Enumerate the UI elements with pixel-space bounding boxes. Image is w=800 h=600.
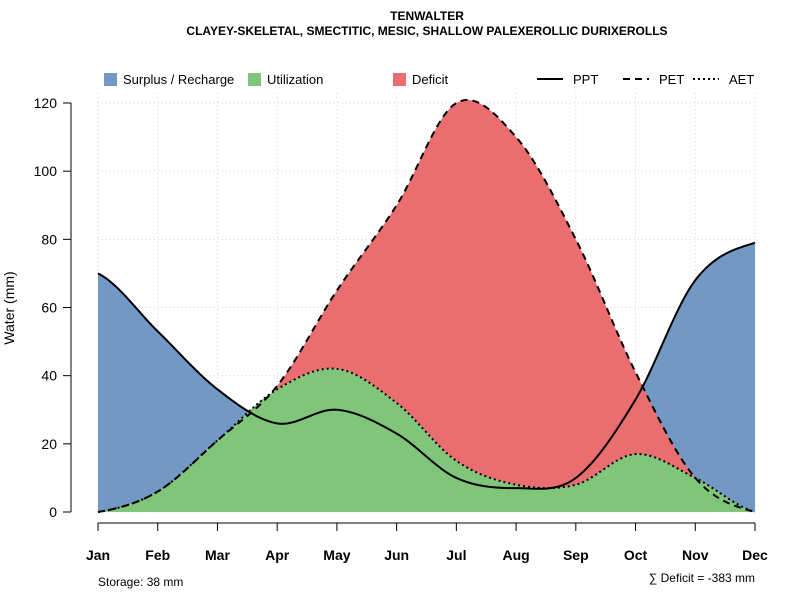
y-axis-label: Water (mm) xyxy=(1,271,17,344)
legend-label: PPT xyxy=(573,72,598,87)
legend-item: PET xyxy=(623,72,684,87)
axes: 0 20 40 60 80 100 120 Jan Feb Mar Apr May Jun Jul Aug S… xyxy=(34,95,768,563)
utilization-area xyxy=(98,368,755,512)
y-tick-label: 0 xyxy=(49,504,57,520)
y-tick-label: 20 xyxy=(41,436,57,452)
x-tick-label: Sep xyxy=(563,547,589,563)
chart-title: TENWALTER xyxy=(390,9,464,23)
x-tick-label: Apr xyxy=(265,547,290,563)
legend-label: AET xyxy=(729,72,754,87)
legend-swatch xyxy=(393,73,406,86)
legend-label: Deficit xyxy=(412,72,449,87)
water-areas xyxy=(98,100,755,513)
x-tick-label: Aug xyxy=(502,547,529,563)
x-tick-label: Nov xyxy=(682,547,709,563)
x-tick-label: Oct xyxy=(624,547,648,563)
legend-item: PPT xyxy=(537,72,598,87)
x-tick-label: Jul xyxy=(446,547,466,563)
series-lines xyxy=(97,98,756,513)
legend-item: AET xyxy=(693,72,754,87)
storage-note: Storage: 38 mm xyxy=(98,575,183,589)
ppt-line xyxy=(97,241,756,490)
legend-swatch xyxy=(248,73,261,86)
legend-label: Utilization xyxy=(267,72,323,87)
y-tick-label: 40 xyxy=(41,368,57,384)
deficit-note: ∑ Deficit = -383 mm xyxy=(649,571,755,585)
y-tick-label: 60 xyxy=(41,300,57,316)
legend-item: Deficit xyxy=(393,72,449,87)
legend-label: Surplus / Recharge xyxy=(123,72,234,87)
x-tick-label: Mar xyxy=(205,547,230,563)
legend-item: Surplus / Recharge xyxy=(104,72,234,87)
aet-line xyxy=(97,367,756,513)
x-tick-label: Jan xyxy=(86,547,110,563)
y-tick-label: 120 xyxy=(34,95,58,111)
legend-label: PET xyxy=(659,72,684,87)
legend: Surplus / Recharge Utilization Deficit PPT P… xyxy=(104,72,754,87)
x-tick-label: May xyxy=(323,547,350,563)
legend-item: Utilization xyxy=(248,72,323,87)
x-tick-label: Dec xyxy=(742,547,768,563)
y-tick-label: 80 xyxy=(41,231,57,247)
x-tick-label: Feb xyxy=(145,547,170,563)
pet-line xyxy=(97,98,756,513)
deficit-area xyxy=(98,100,755,512)
y-tick-label: 100 xyxy=(34,163,58,179)
legend-swatch xyxy=(104,73,117,86)
x-tick-label: Jun xyxy=(384,547,409,563)
chart-subtitle: CLAYEY-SKELETAL, SMECTITIC, MESIC, SHALL… xyxy=(186,24,667,38)
